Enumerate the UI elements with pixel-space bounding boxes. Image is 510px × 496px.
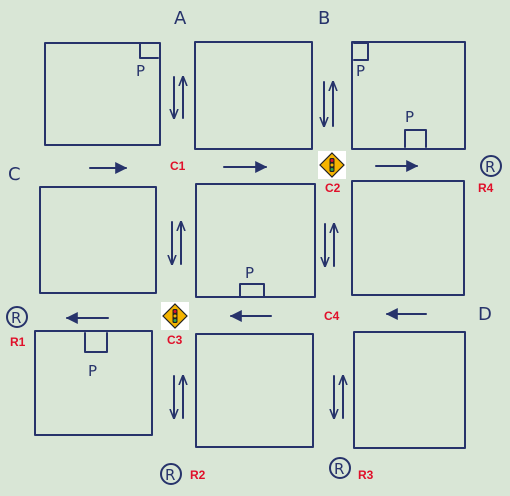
- block-middle-left: [39, 186, 157, 294]
- roundabout-symbol: R: [165, 466, 175, 484]
- crossing-label-c4: C4: [324, 309, 340, 323]
- one-way-arrows: [65, 160, 427, 324]
- city-blocks: [34, 41, 466, 449]
- parking-label: P: [405, 108, 414, 126]
- parking-label: P: [88, 362, 97, 380]
- roundabout-symbol: R: [334, 460, 344, 478]
- parking-label: P: [245, 264, 254, 282]
- block-bottom-center: [195, 333, 314, 448]
- parking-icon: P: [404, 108, 427, 148]
- roundabout-icon: R: [160, 463, 182, 485]
- roundabout-label-r2: R2: [190, 468, 206, 482]
- traffic-light-sign-icon: [318, 151, 346, 179]
- roundabout-icon: R: [329, 457, 351, 479]
- roundabout-symbol: R: [11, 309, 21, 327]
- crossing-label-c1: C1: [170, 159, 186, 173]
- corner-label-c: C: [8, 164, 21, 185]
- block-top-left: [44, 42, 161, 146]
- roundabout-label-r3: R3: [358, 468, 374, 482]
- block-top-right: [351, 41, 466, 150]
- crossing-label-c2: C2: [325, 181, 341, 195]
- block-bottom-right: [353, 331, 466, 449]
- corner-label-d: D: [478, 304, 492, 325]
- traffic-light-sign-icon: [161, 302, 189, 330]
- corner-label-b: B: [318, 8, 330, 29]
- roundabout-icon: R: [480, 155, 502, 177]
- two-way-arrows: [172, 76, 343, 419]
- block-bottom-left: [34, 330, 153, 436]
- parking-icon: P: [136, 42, 159, 80]
- parking-label: P: [356, 62, 365, 80]
- block-middle-center: [195, 183, 316, 298]
- parking-icon: P: [84, 332, 108, 380]
- block-top-center: [194, 41, 313, 150]
- roundabout-symbol: R: [485, 158, 495, 176]
- parking-label: P: [136, 62, 145, 80]
- roundabout-label-r1: R1: [10, 335, 26, 349]
- parking-icon: P: [353, 42, 369, 80]
- parking-icon: P: [239, 264, 265, 298]
- roundabout-icon: R: [6, 306, 28, 328]
- crossing-label-c3: C3: [167, 333, 183, 347]
- block-middle-right: [351, 180, 465, 296]
- roundabout-label-r4: R4: [478, 181, 494, 195]
- corner-label-a: A: [174, 8, 187, 29]
